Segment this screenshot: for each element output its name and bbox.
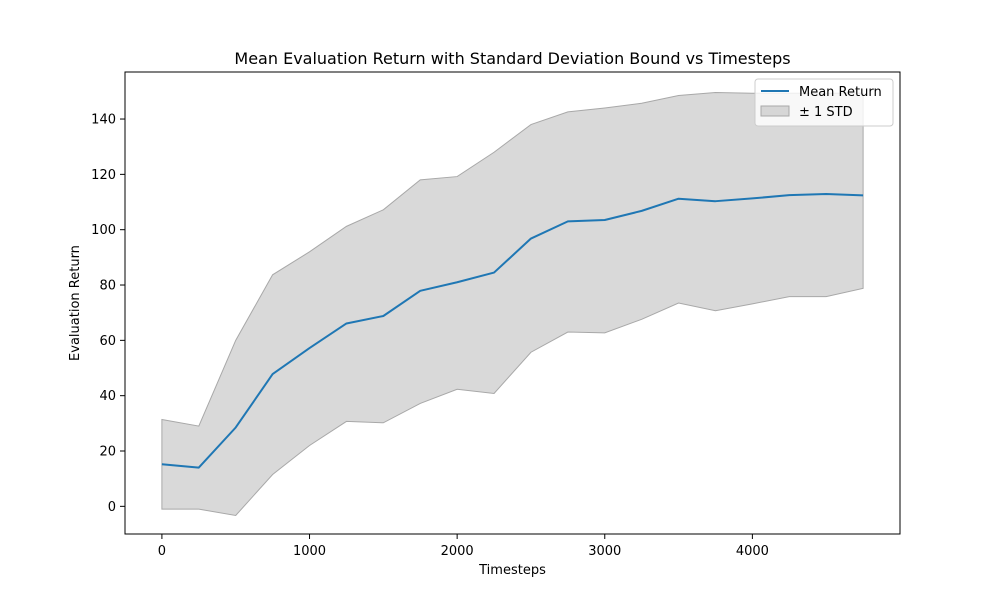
y-tick-label: 140 — [91, 113, 116, 128]
plot-frame — [124, 71, 901, 535]
x-tick-label: 2000 — [441, 544, 474, 559]
x-tick-label: 4000 — [736, 544, 769, 559]
legend-mean-return-label: Mean Return — [799, 85, 882, 100]
mean-return-line — [161, 193, 864, 469]
x-tick-label: 0 — [158, 544, 166, 559]
x-tick-label: 1000 — [293, 544, 326, 559]
legend-std-band-label: ± 1 STD — [799, 105, 853, 120]
y-tick-label: 100 — [91, 223, 116, 238]
y-tick-label: 60 — [99, 334, 116, 349]
y-tick-label: 120 — [91, 168, 116, 183]
y-tick-label: 80 — [99, 279, 116, 294]
std-band — [161, 91, 864, 516]
y-axis-label: Evaluation Return — [68, 245, 83, 361]
legend-std-band-swatch — [760, 105, 790, 117]
x-tick-label: 3000 — [588, 544, 621, 559]
chart-title: Mean Evaluation Return with Standard Dev… — [234, 49, 790, 68]
legend: Mean Return ± 1 STD — [754, 78, 894, 127]
x-axis-label: Timesteps — [478, 563, 546, 578]
y-tick-label: 0 — [108, 500, 116, 515]
y-tick-label: 20 — [99, 445, 116, 460]
y-tick-label: 40 — [99, 389, 116, 404]
